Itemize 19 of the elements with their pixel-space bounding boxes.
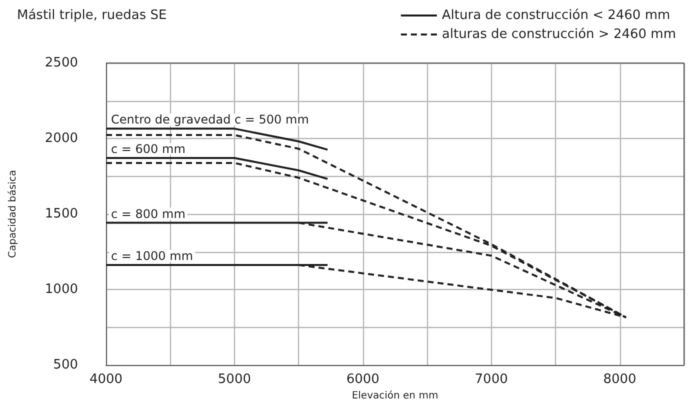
- x-tick-label: 8000: [603, 372, 636, 387]
- annotation: c = 600 mm: [111, 142, 186, 156]
- y-axis-title: Capacidad básica: [8, 170, 18, 258]
- y-tick-label: 2500: [44, 56, 78, 70]
- annotation: c = 800 mm: [111, 206, 186, 221]
- x-tick-label: 6000: [346, 372, 380, 387]
- chart-title: Mástil triple, ruedas SE: [17, 8, 167, 23]
- x-tick-label: 5000: [218, 372, 251, 387]
- annotation: c = 1000 mm: [111, 249, 194, 264]
- x-tick-label: 4000: [89, 372, 123, 387]
- x-tick-label: 7000: [474, 372, 508, 387]
- legend-label: alturas de construcción > 2460 mm: [442, 27, 676, 42]
- y-tick-label: 500: [53, 358, 78, 372]
- y-tick-label: 2000: [44, 131, 78, 146]
- y-tick-label: 1000: [44, 282, 78, 297]
- x-axis-title: Elevación en mm: [352, 390, 438, 402]
- y-tick-label: 1500: [44, 206, 78, 222]
- legend-label: Altura de construcción < 2460 mm: [442, 8, 670, 23]
- annotation: Centro de gravedad c = 500 mm: [111, 112, 309, 127]
